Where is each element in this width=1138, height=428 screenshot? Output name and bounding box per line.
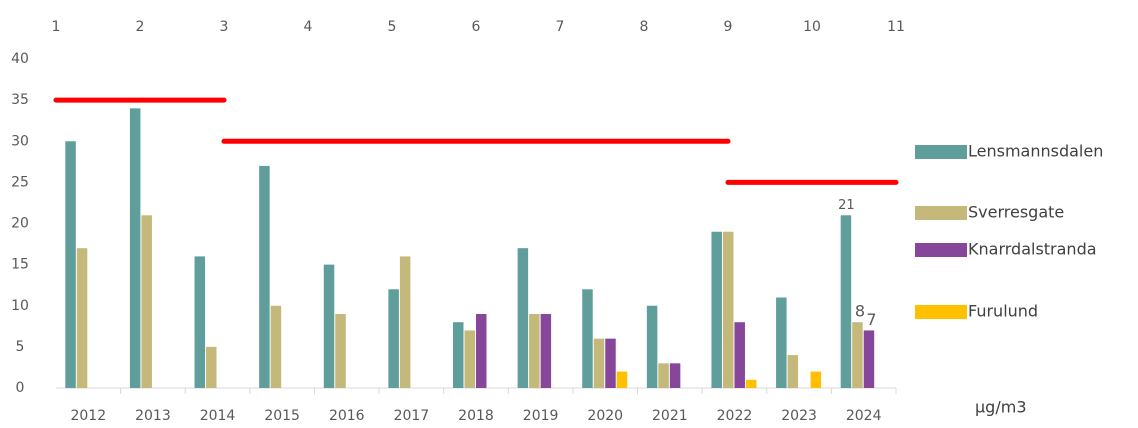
bar <box>259 165 270 388</box>
x-tick-label: 2016 <box>329 408 365 424</box>
bar <box>464 330 475 388</box>
y-tick-label: 35 <box>11 92 29 108</box>
bar <box>863 330 875 388</box>
bar <box>399 256 411 388</box>
x-tick-label: 2021 <box>652 408 688 424</box>
bar <box>787 355 799 388</box>
bar <box>605 338 616 388</box>
x-tick-label: 2015 <box>264 408 300 424</box>
bar <box>722 231 734 388</box>
x-tick-label: 2019 <box>523 408 559 424</box>
x2-tick-label: 9 <box>724 19 733 35</box>
legend-label: Sverresgate <box>968 203 1064 222</box>
bar <box>582 289 593 388</box>
bar <box>852 322 863 388</box>
bar <box>194 256 206 388</box>
y-tick-label: 0 <box>16 380 25 396</box>
y-tick-label: 15 <box>11 257 29 273</box>
y-tick-label: 5 <box>16 339 25 355</box>
x-tick-label: 2012 <box>70 408 106 424</box>
bar <box>734 322 745 388</box>
bar <box>476 313 487 388</box>
bar <box>669 363 681 388</box>
bar <box>840 215 852 388</box>
bar <box>270 305 282 388</box>
x2-tick-label: 1 <box>52 19 61 35</box>
x-tick-label: 2017 <box>394 408 430 424</box>
legend-label: Furulund <box>968 302 1038 321</box>
x-tick-label: 2013 <box>135 408 171 424</box>
y-tick-label: 10 <box>11 298 29 314</box>
bar <box>810 371 822 388</box>
x2-tick-label: 4 <box>304 19 313 35</box>
x-tick-label: 2024 <box>846 408 882 424</box>
x2-tick-label: 2 <box>136 19 145 35</box>
bar <box>141 215 152 388</box>
bar <box>335 313 346 388</box>
legend-label: Knarrdalstranda <box>968 240 1097 259</box>
y-tick-label: 20 <box>11 216 29 232</box>
x-tick-label: 2023 <box>781 408 817 424</box>
x2-tick-label: 3 <box>220 19 229 35</box>
x2-tick-label: 6 <box>472 19 481 35</box>
bar <box>129 108 141 388</box>
unit-label: µg/m3 <box>975 398 1027 417</box>
legend-swatch <box>915 206 967 220</box>
bar <box>206 346 217 388</box>
data-label: 21 <box>838 198 855 213</box>
legend-swatch <box>915 305 967 319</box>
x-tick-label: 2022 <box>717 408 753 424</box>
bar <box>776 297 787 388</box>
bar <box>711 231 722 388</box>
legend-swatch <box>915 145 967 159</box>
legend-swatch <box>915 243 967 257</box>
bar <box>616 371 628 388</box>
y-tick-label: 30 <box>11 133 29 149</box>
bar <box>323 264 335 388</box>
data-label: 8 <box>855 302 865 321</box>
bar <box>658 363 669 388</box>
x2-tick-label: 8 <box>640 19 649 35</box>
bar <box>593 338 605 388</box>
x2-tick-label: 7 <box>556 19 565 35</box>
bar <box>745 379 757 388</box>
x2-tick-label: 10 <box>803 19 821 35</box>
x2-tick-label: 5 <box>388 19 397 35</box>
bar <box>388 289 399 388</box>
x-tick-label: 2020 <box>587 408 623 424</box>
bar <box>540 313 552 388</box>
y-tick-label: 25 <box>11 174 29 190</box>
bar <box>529 313 540 388</box>
legend-label: Lensmannsdalen <box>968 142 1103 161</box>
x2-tick-label: 11 <box>887 19 905 35</box>
y-tick-label: 40 <box>11 51 29 67</box>
bar <box>65 141 76 388</box>
bar <box>453 322 464 388</box>
data-label: 7 <box>866 310 876 329</box>
x-tick-label: 2014 <box>200 408 236 424</box>
bar <box>517 248 529 388</box>
x-tick-label: 2018 <box>458 408 494 424</box>
bar <box>646 305 658 388</box>
bar <box>76 248 88 388</box>
